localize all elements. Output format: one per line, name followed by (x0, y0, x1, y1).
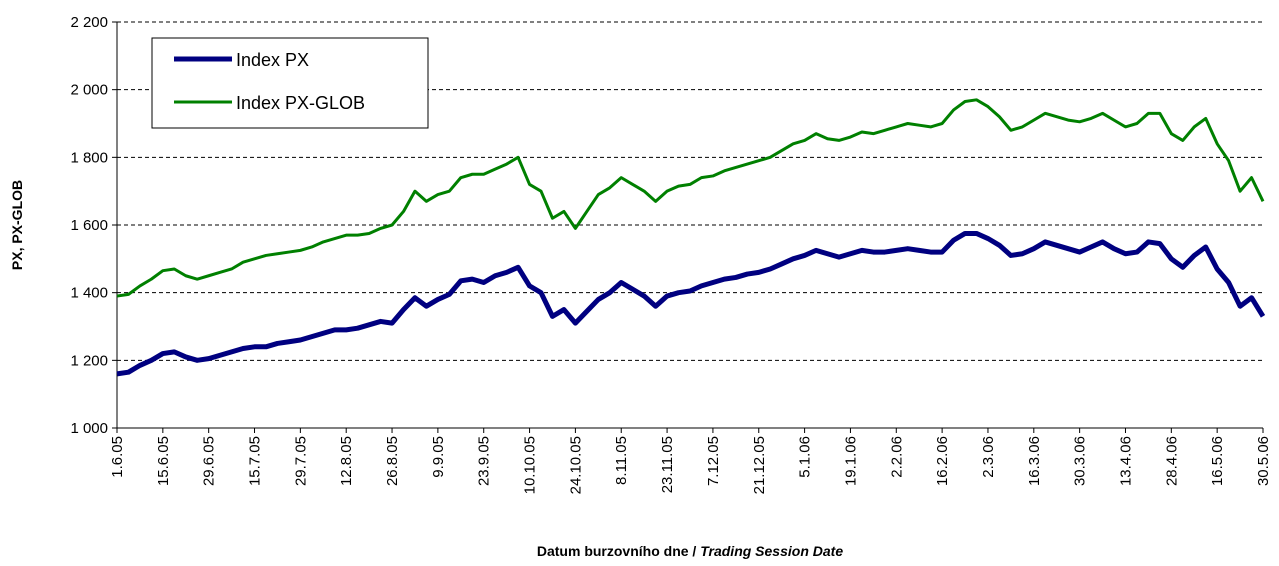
x-tick-label: 26.8.05 (384, 436, 401, 486)
x-tick-label: 9.9.05 (430, 436, 447, 478)
x-tick-label: 21.12.05 (751, 436, 768, 494)
x-tick-label: 12.8.05 (338, 436, 355, 486)
x-tick-label: 30.3.06 (1072, 436, 1089, 486)
series-line (116, 230, 1266, 377)
y-tick-label: 1 600 (70, 217, 108, 234)
x-tick-label: 15.7.05 (247, 436, 264, 486)
x-tick-label: 10.10.05 (522, 436, 539, 494)
x-tick-label: 28.4.06 (1163, 436, 1180, 486)
y-tick-label: 1 800 (70, 149, 108, 166)
x-axis-title: Datum burzovního dne / Trading Session D… (537, 543, 843, 559)
y-tick-label: 1 200 (70, 352, 108, 369)
x-tick-label: 16.5.06 (1209, 436, 1226, 486)
x-tick-label: 16.2.06 (934, 436, 951, 486)
x-tick-label: 30.5.06 (1255, 436, 1272, 486)
x-tick-label: 29.7.05 (292, 436, 309, 486)
x-tick-label: 8.11.05 (613, 436, 630, 485)
x-tick-label: 29.6.05 (201, 436, 218, 486)
x-tick-label: 5.1.06 (797, 436, 814, 478)
y-tick-label: 2 000 (70, 82, 108, 99)
x-tick-label: 2.2.06 (888, 436, 905, 478)
x-axis-title-main: Datum burzovního dne / (537, 543, 700, 559)
x-tick-label: 23.11.05 (659, 436, 676, 493)
x-axis-title-italic: Trading Session Date (700, 543, 843, 559)
y-tick-label: 1 000 (70, 420, 108, 437)
legend-label: Index PX-GLOB (236, 93, 365, 113)
x-tick-label: 15.6.05 (155, 436, 172, 486)
y-tick-label: 2 200 (70, 14, 108, 31)
legend-label: Index PX (236, 50, 309, 70)
x-tick-label: 13.4.06 (1117, 436, 1134, 486)
x-tick-label: 23.9.05 (476, 436, 493, 486)
legend-box (151, 37, 429, 129)
y-axis-title: PX, PX-GLOB (9, 180, 25, 270)
x-tick-label: 16.3.06 (1026, 436, 1043, 486)
series-line (116, 98, 1265, 298)
x-tick-label: 2.3.06 (980, 436, 997, 478)
y-tick-label: 1 400 (70, 285, 108, 302)
x-tick-label: 7.12.05 (705, 436, 722, 486)
x-tick-label: 19.1.06 (842, 436, 859, 486)
x-tick-label: 24.10.05 (567, 436, 584, 494)
x-tick-label: 1.6.05 (109, 436, 126, 478)
